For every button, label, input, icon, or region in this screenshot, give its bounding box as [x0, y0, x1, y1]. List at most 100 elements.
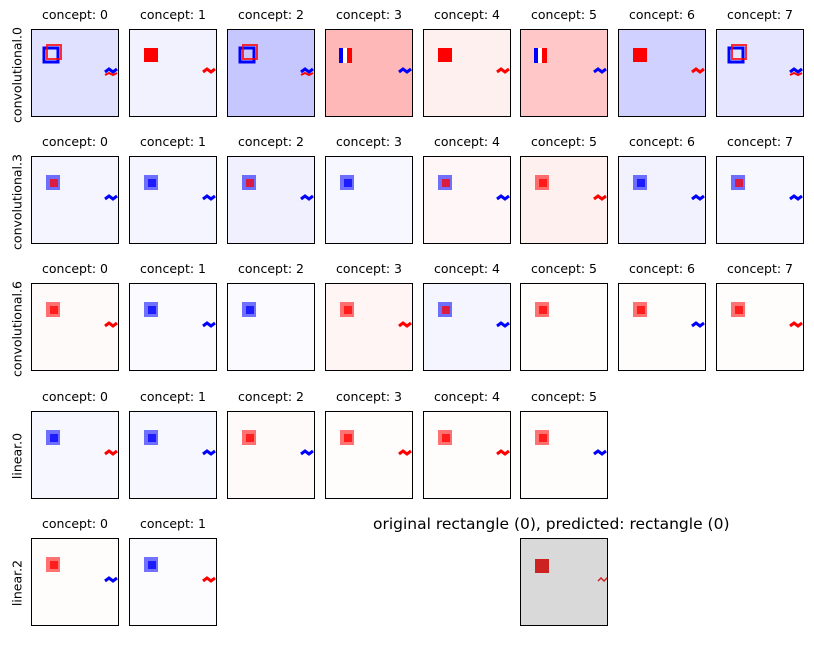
activation-blob-pos [242, 430, 256, 445]
activation-blob-pos [633, 302, 647, 317]
activation-small-pos [691, 67, 705, 74]
panel-title: concept: 3 [336, 389, 402, 404]
row-label: convolutional.3 [9, 154, 25, 250]
panel-title: concept: 1 [140, 261, 206, 276]
activation-blob-pos [340, 302, 354, 317]
panel-background [521, 284, 608, 371]
activation-frame-mixed [238, 44, 258, 64]
activation-blob-pos [46, 557, 60, 572]
panel-title: concept: 7 [727, 261, 793, 276]
activation-small-neg [593, 449, 607, 456]
activation-small-pos [104, 321, 118, 328]
heatmap-panel [227, 283, 315, 371]
panel-title: concept: 2 [238, 134, 304, 149]
panel-title: concept: 3 [336, 7, 402, 22]
heatmap-panel [227, 411, 315, 499]
heatmap-panel [520, 411, 608, 499]
panel-background [32, 412, 119, 499]
panel-title: concept: 1 [140, 516, 206, 531]
panel-title: concept: 6 [629, 134, 695, 149]
panel-background [717, 157, 804, 244]
row-label: convolutional.6 [9, 281, 25, 377]
panel-background [424, 412, 511, 499]
panel-title: concept: 1 [140, 134, 206, 149]
activation-blob-pos [731, 302, 745, 317]
panel-background [521, 157, 607, 243]
panel-background [521, 412, 608, 499]
activation-blob-neg [340, 175, 354, 190]
activation-bars-mixed [339, 48, 352, 63]
activation-small-pos [496, 449, 510, 456]
panel-title: concept: 4 [434, 261, 500, 276]
activation-small-neg [300, 449, 314, 456]
activation-small-pos [202, 67, 216, 74]
heatmap-panel [325, 283, 413, 371]
panel-title: concept: 3 [336, 261, 402, 276]
panel-title: concept: 4 [434, 7, 500, 22]
activation-small-neg [691, 194, 705, 201]
row-label: linear.0 [9, 432, 25, 480]
heatmap-panel [423, 411, 511, 499]
panel-background [32, 539, 119, 626]
panel-title: concept: 5 [531, 134, 597, 149]
activation-blob-neg [144, 302, 158, 317]
activation-small-neg [398, 67, 412, 74]
activation-small-neg [104, 576, 118, 583]
panel-background [130, 412, 217, 499]
panel-title: concept: 6 [629, 7, 695, 22]
heatmap-panel [423, 283, 511, 371]
activation-blob-neg [144, 557, 158, 572]
activation-blob-neg [46, 430, 60, 445]
panel-background [228, 412, 315, 499]
panel-title: concept: 2 [238, 7, 304, 22]
heatmap-panel [31, 538, 119, 626]
heatmap-panel [129, 156, 217, 244]
activation-blob-pos [535, 430, 549, 445]
heatmap-panel [618, 156, 706, 244]
activation-small-pos [789, 321, 803, 328]
figure-title: original rectangle (0), predicted: recta… [373, 515, 730, 533]
activation-small-pos [496, 67, 510, 74]
activation-blob-mixed [731, 175, 745, 190]
panel-background [130, 539, 217, 626]
activation-blob-pos [46, 302, 60, 317]
panel-title: concept: 1 [140, 389, 206, 404]
activation-small-pos [398, 321, 412, 328]
activation-frame-mixed [42, 44, 62, 64]
heatmap-panel [227, 156, 315, 244]
heatmap-panel [325, 29, 413, 117]
panel-title: concept: 0 [42, 516, 108, 531]
activation-small-neg [691, 321, 705, 328]
heatmap-panel [31, 29, 119, 117]
panel-background [619, 284, 706, 371]
panel-title: concept: 0 [42, 134, 108, 149]
heatmap-panel [129, 411, 217, 499]
panel-title: concept: 6 [629, 261, 695, 276]
heatmap-panel [618, 29, 706, 117]
activation-small-mixed [300, 67, 314, 77]
heatmap-panel [716, 29, 804, 117]
panel-title: concept: 2 [238, 389, 304, 404]
heatmap-panel [31, 411, 119, 499]
activation-blob-neg [144, 175, 158, 190]
panel-title: concept: 0 [42, 261, 108, 276]
activation-small-neg [496, 321, 510, 328]
activation-blob-mixed [438, 302, 452, 317]
panel-background [619, 30, 705, 116]
activation-small-pos [593, 194, 607, 201]
activation-blob-pos [535, 302, 549, 317]
panel-background [326, 284, 412, 370]
panel-title: concept: 2 [238, 261, 304, 276]
panel-background [326, 412, 413, 499]
activation-small-neg [300, 194, 314, 201]
activation-blob-mixed [46, 175, 60, 190]
panel-title: concept: 1 [140, 7, 206, 22]
heatmap-panel [520, 156, 608, 244]
heatmap-panel [31, 156, 119, 244]
panel-title: concept: 5 [531, 261, 597, 276]
heatmap-panel [520, 29, 608, 117]
panel-background [130, 157, 216, 243]
heatmap-panel [227, 29, 315, 117]
panel-title: concept: 7 [727, 134, 793, 149]
panel-background [32, 157, 118, 243]
